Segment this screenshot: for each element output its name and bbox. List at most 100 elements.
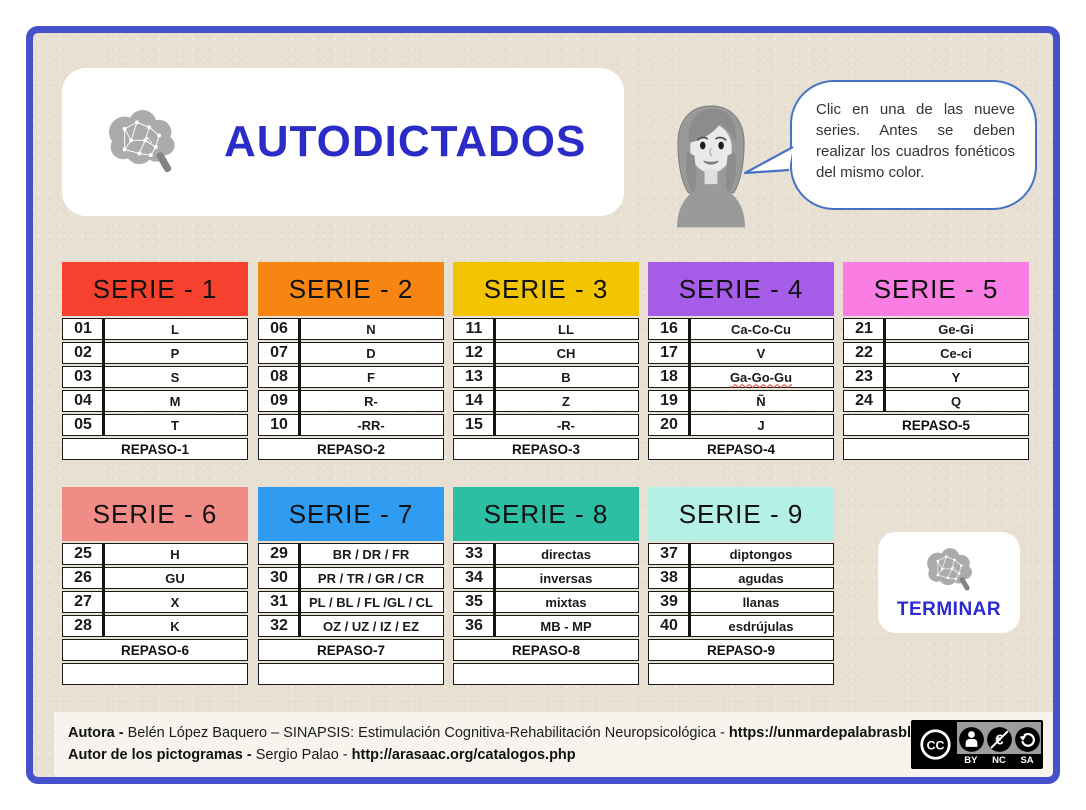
serie-6-label: SERIE - 6 — [92, 498, 218, 529]
column-divider — [883, 318, 886, 412]
cc-license-badge: CC € — [911, 720, 1043, 769]
cc-sa-icon — [1014, 727, 1040, 752]
item-number: 07 — [270, 344, 288, 361]
item-number: 04 — [74, 392, 92, 409]
column-divider — [102, 543, 105, 637]
table-row: 11 LL — [453, 318, 639, 340]
item-text: R- — [364, 393, 378, 409]
table-row: 25 H — [62, 543, 248, 565]
item-number: 03 — [74, 368, 92, 385]
repaso-row: REPASO-1 — [62, 438, 248, 460]
item-number: 05 — [74, 416, 92, 433]
item-number: 38 — [660, 569, 678, 586]
item-text: M — [169, 393, 181, 409]
table-row: 21 Ge-Gi — [843, 318, 1029, 340]
item-number: 37 — [660, 545, 678, 562]
item-text: MB - MP — [540, 618, 592, 634]
serie-9-panel[interactable]: SERIE - 9 37 diptongos 38 agudas 39 llanas … — [648, 487, 834, 687]
column-divider — [688, 318, 691, 436]
table-row: 34 inversas — [453, 567, 639, 589]
item-number: 19 — [660, 392, 678, 409]
item-number: 36 — [465, 617, 483, 634]
serie-7-label: SERIE - 7 — [288, 498, 414, 529]
item-number: 12 — [465, 344, 483, 361]
item-number: 14 — [465, 392, 483, 409]
table-row: 40 esdrújulas — [648, 615, 834, 637]
table-row: 01 L — [62, 318, 248, 340]
serie-8-panel[interactable]: SERIE - 8 33 directas 34 inversas 35 mixtas… — [453, 487, 639, 687]
item-text: Ñ — [756, 393, 766, 409]
item-text: J — [757, 417, 765, 433]
serie-8-label: SERIE - 8 — [483, 498, 609, 529]
table-row: 31 PL / BL / FL /GL / CL — [258, 591, 444, 613]
item-text: llanas — [742, 594, 780, 610]
repaso-row: REPASO-3 — [453, 438, 639, 460]
item-number: 31 — [270, 593, 288, 610]
item-text: Ge-Gi — [938, 321, 974, 337]
table-row: 17 V — [648, 342, 834, 364]
table-row: 22 Ce-ci — [843, 342, 1029, 364]
serie-4-label: SERIE - 4 — [678, 273, 804, 304]
table-row: 19 Ñ — [648, 390, 834, 412]
table-row: 05 T — [62, 414, 248, 436]
table-row: 26 GU — [62, 567, 248, 589]
table-row: 33 directas — [453, 543, 639, 565]
footer-bar: Autora - Belén López Baquero – SINAPSIS:… — [54, 712, 1053, 777]
table-row: 13 B — [453, 366, 639, 388]
item-number: 20 — [660, 416, 678, 433]
item-text: Z — [562, 393, 570, 409]
serie-5-header: SERIE - 5 — [843, 262, 1029, 316]
item-number: 34 — [465, 569, 483, 586]
table-row: 39 llanas — [648, 591, 834, 613]
serie-6-panel[interactable]: SERIE - 6 25 H 26 GU 27 X 28 K REPASO-6 — [62, 487, 248, 687]
serie-2-panel[interactable]: SERIE - 2 06 N 07 D 08 F 09 R- 10 -RR- REPASO… — [258, 262, 444, 462]
title-card: AUTODICTADOS — [62, 68, 624, 216]
footer-author-text: Belén López Baquero – SINAPSIS: Estimula… — [127, 725, 725, 741]
empty-row — [62, 663, 248, 685]
table-row: 29 BR / DR / FR — [258, 543, 444, 565]
item-number: 08 — [270, 368, 288, 385]
serie-4-header: SERIE - 4 — [648, 262, 834, 316]
footer-author-label: Autora - — [68, 725, 124, 741]
terminar-button[interactable]: TERMINAR — [878, 532, 1020, 633]
item-text: Ga-Go-Gu — [729, 369, 793, 385]
item-number: 06 — [270, 320, 288, 337]
footer-line-2: Autor de los pictogramas - Sergio Palao … — [68, 744, 893, 766]
page-title: AUTODICTADOS — [224, 117, 587, 166]
serie-9-label: SERIE - 9 — [678, 498, 804, 529]
repaso-row: REPASO-6 — [62, 639, 248, 661]
terminar-label: TERMINAR — [896, 599, 1002, 620]
item-number: 33 — [465, 545, 483, 562]
serie-1-label: SERIE - 1 — [92, 273, 218, 304]
item-text: N — [366, 321, 376, 337]
serie-5-panel[interactable]: SERIE - 5 21 Ge-Gi 22 Ce-ci 23 Y 24 Q REPASO… — [843, 262, 1029, 462]
item-number: 39 — [660, 593, 678, 610]
repaso-row: REPASO-9 — [648, 639, 834, 661]
cc-sa-label: SA — [1020, 755, 1034, 766]
table-row: 06 N — [258, 318, 444, 340]
repaso-row: REPASO-4 — [648, 438, 834, 460]
serie-1-panel[interactable]: SERIE - 1 01 L 02 P 03 S 04 M 05 T REPASO-1 — [62, 262, 248, 462]
column-divider — [298, 318, 301, 436]
item-number: 22 — [855, 344, 873, 361]
item-text: Y — [951, 369, 961, 385]
item-text: Q — [950, 393, 962, 409]
item-text: L — [171, 321, 179, 337]
item-text: PR / TR / GR / CR — [317, 570, 425, 586]
cc-nc-label: NC — [992, 755, 1006, 766]
item-text: Ce-ci — [940, 345, 972, 361]
serie-8-header: SERIE - 8 — [453, 487, 639, 541]
serie-4-panel[interactable]: SERIE - 4 16 Ca-Co-Cu 17 V 18 Ga-Go-Gu 19 Ñ … — [648, 262, 834, 462]
item-number: 18 — [660, 368, 678, 385]
item-text: X — [170, 594, 180, 610]
item-text: LL — [558, 321, 574, 337]
serie-3-panel[interactable]: SERIE - 3 11 LL 12 CH 13 B 14 Z 15 -R- REPASO… — [453, 262, 639, 462]
item-number: 29 — [270, 545, 288, 562]
table-row: 07 D — [258, 342, 444, 364]
serie-7-panel[interactable]: SERIE - 7 29 BR / DR / FR 30 PR / TR / GR … — [258, 487, 444, 687]
woman-avatar — [676, 105, 746, 228]
serie-7-header: SERIE - 7 — [258, 487, 444, 541]
speech-bubble-text: Clic en una de las nueve series. Antes s… — [816, 101, 1015, 181]
item-text: PL / BL / FL /GL / CL — [309, 594, 433, 610]
table-row: 15 -R- — [453, 414, 639, 436]
